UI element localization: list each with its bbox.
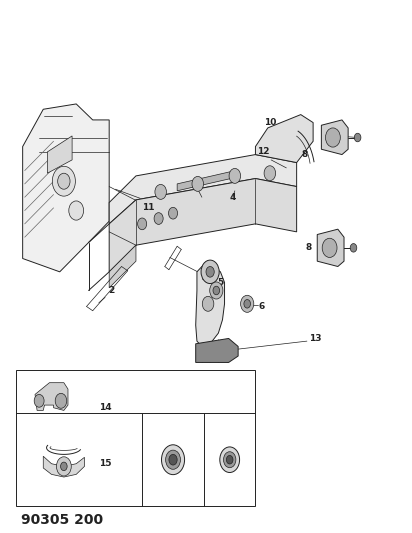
Polygon shape bbox=[35, 383, 68, 410]
Polygon shape bbox=[177, 172, 231, 191]
Circle shape bbox=[192, 176, 204, 191]
Polygon shape bbox=[196, 338, 238, 362]
Text: 13: 13 bbox=[309, 334, 321, 343]
Text: 4: 4 bbox=[229, 193, 236, 201]
Polygon shape bbox=[196, 264, 225, 346]
Text: 11: 11 bbox=[142, 204, 154, 212]
Text: 16: 16 bbox=[165, 459, 177, 468]
Circle shape bbox=[55, 393, 67, 408]
Circle shape bbox=[138, 218, 147, 230]
Text: 3: 3 bbox=[203, 348, 209, 356]
Polygon shape bbox=[109, 179, 297, 272]
Polygon shape bbox=[321, 120, 348, 155]
Circle shape bbox=[155, 184, 166, 199]
Text: 14: 14 bbox=[99, 403, 111, 412]
Text: 10: 10 bbox=[264, 118, 276, 127]
Text: 1: 1 bbox=[192, 181, 199, 190]
Circle shape bbox=[223, 452, 236, 468]
Circle shape bbox=[154, 213, 163, 224]
Circle shape bbox=[69, 201, 84, 220]
Circle shape bbox=[325, 128, 340, 147]
Circle shape bbox=[322, 238, 337, 257]
Text: 7: 7 bbox=[201, 273, 207, 281]
Text: 12: 12 bbox=[258, 148, 270, 156]
Text: 2: 2 bbox=[108, 286, 115, 295]
Polygon shape bbox=[43, 456, 84, 477]
Circle shape bbox=[169, 207, 178, 219]
Circle shape bbox=[227, 455, 233, 464]
Circle shape bbox=[52, 166, 75, 196]
Circle shape bbox=[169, 454, 177, 465]
Polygon shape bbox=[255, 115, 313, 163]
Circle shape bbox=[206, 266, 214, 277]
Text: 9: 9 bbox=[326, 137, 333, 146]
Circle shape bbox=[264, 166, 276, 181]
Text: 15: 15 bbox=[99, 459, 111, 468]
Text: 8: 8 bbox=[302, 150, 308, 159]
Circle shape bbox=[354, 133, 361, 142]
Circle shape bbox=[241, 295, 254, 312]
Circle shape bbox=[244, 300, 250, 308]
Circle shape bbox=[220, 447, 239, 473]
Text: 5: 5 bbox=[217, 278, 224, 287]
Text: 17: 17 bbox=[227, 459, 239, 468]
Text: 9: 9 bbox=[330, 257, 337, 265]
Circle shape bbox=[229, 168, 241, 183]
Polygon shape bbox=[23, 104, 109, 272]
Circle shape bbox=[210, 282, 223, 299]
Circle shape bbox=[61, 462, 67, 471]
Text: 6: 6 bbox=[258, 302, 265, 311]
Polygon shape bbox=[317, 229, 344, 266]
Polygon shape bbox=[47, 136, 72, 173]
Circle shape bbox=[350, 244, 357, 252]
Text: 90305 200: 90305 200 bbox=[21, 513, 103, 527]
Circle shape bbox=[56, 457, 71, 476]
Circle shape bbox=[162, 445, 185, 475]
Circle shape bbox=[202, 296, 214, 311]
Circle shape bbox=[213, 286, 220, 295]
Circle shape bbox=[201, 260, 219, 284]
Text: 8: 8 bbox=[306, 244, 312, 252]
Polygon shape bbox=[109, 245, 136, 288]
Circle shape bbox=[166, 450, 180, 470]
Circle shape bbox=[58, 173, 70, 189]
Circle shape bbox=[34, 394, 44, 407]
Bar bbox=[16, 370, 255, 506]
Polygon shape bbox=[109, 155, 297, 224]
